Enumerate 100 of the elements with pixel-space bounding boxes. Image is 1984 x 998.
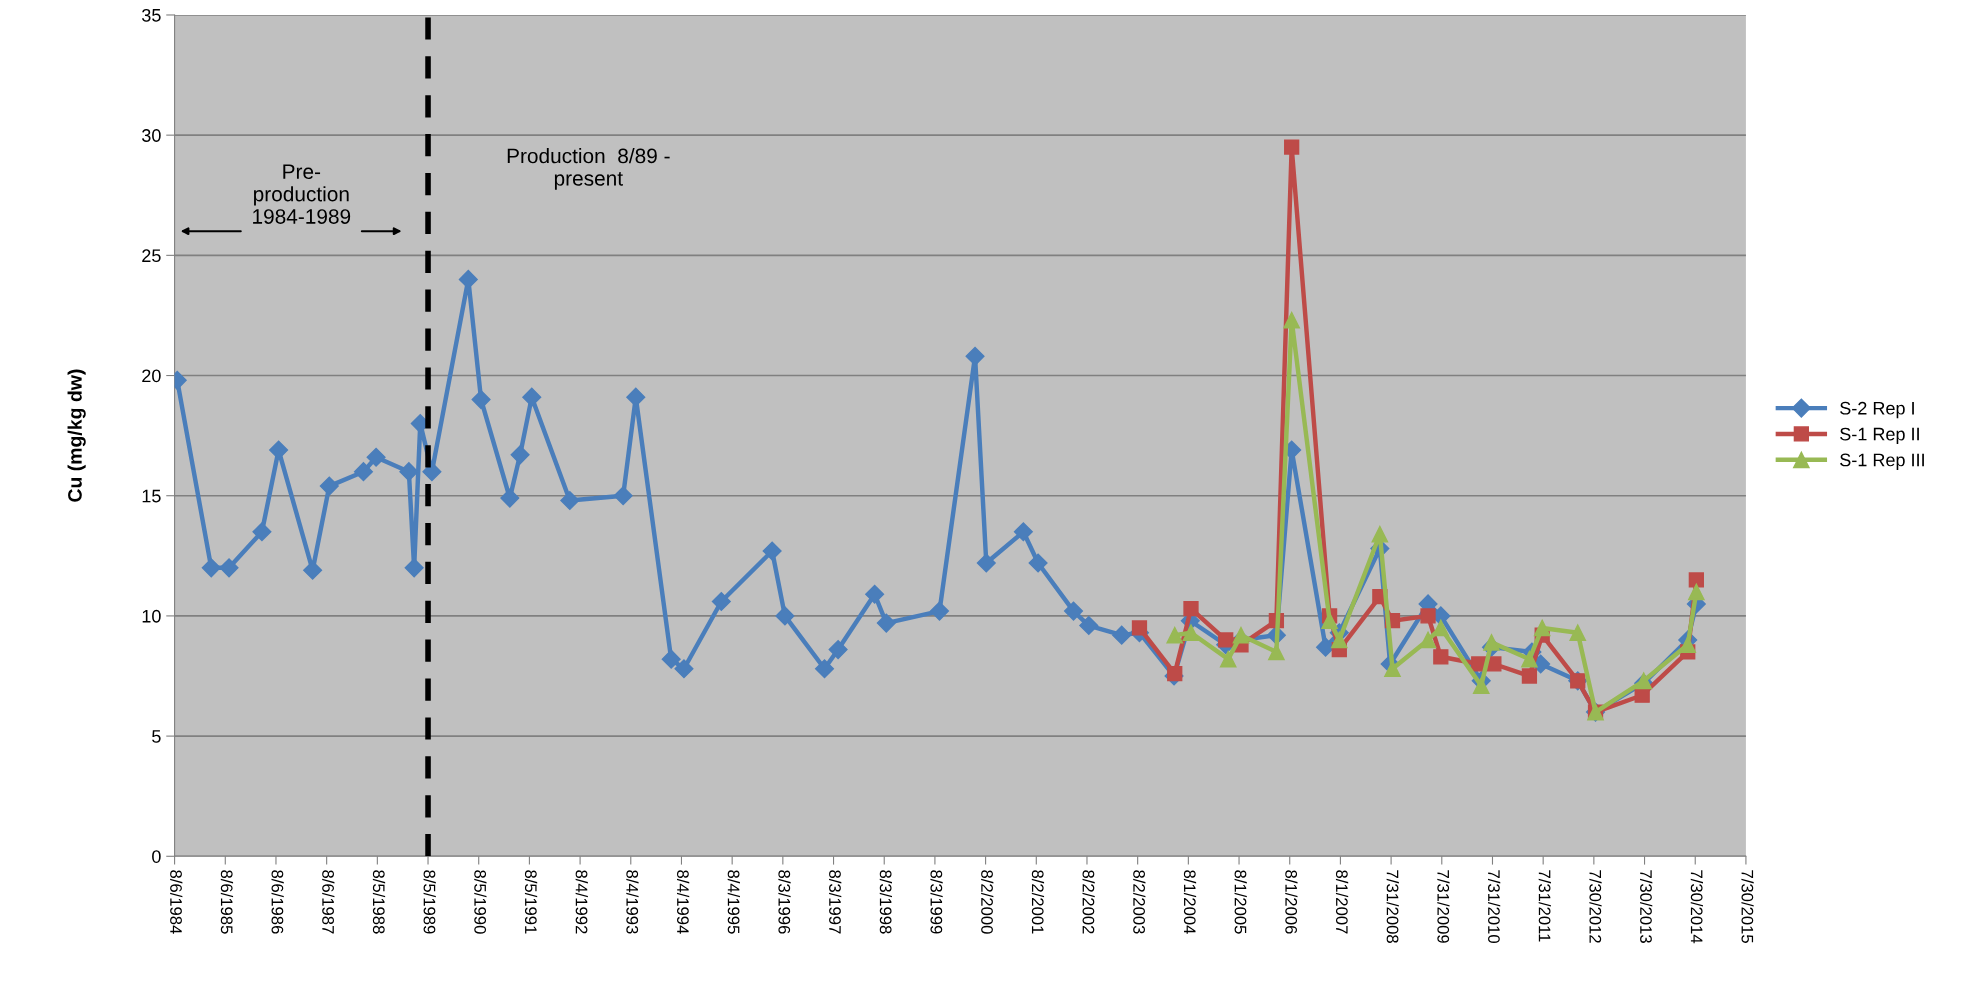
y-axis-title: Cu (mg/kg dw) (67, 369, 86, 502)
legend-label: S-1 Rep II (1840, 427, 1919, 445)
x-tick-label: 8/2/2003 (1133, 870, 1146, 934)
point (876, 613, 896, 633)
point (1112, 625, 1132, 645)
x-tick-label: 8/5/1988 (372, 870, 386, 934)
point (1013, 522, 1033, 542)
annotation: Pre- production 1984-1989 (253, 164, 351, 224)
point (252, 522, 272, 542)
point (1533, 619, 1551, 637)
point (399, 462, 419, 482)
x-tick-label: 8/2/2002 (1082, 870, 1095, 934)
y-tick-label: 10 (142, 609, 161, 623)
point (219, 558, 239, 578)
point (1166, 626, 1184, 644)
x-tick-label: 7/31/2010 (1488, 870, 1501, 943)
point (366, 447, 386, 467)
x-tick-label: 7/30/2012 (1589, 870, 1602, 943)
x-tick-label: 8/5/1989 (423, 870, 436, 934)
point (626, 387, 646, 407)
x-tick-label: 7/30/2013 (1640, 870, 1653, 943)
point (1219, 650, 1237, 668)
point (1321, 612, 1338, 630)
point (1420, 608, 1436, 624)
point (965, 346, 985, 366)
point (1688, 572, 1704, 588)
point (1569, 624, 1587, 642)
point (828, 640, 848, 660)
y-tick-label: 15 (142, 489, 161, 503)
x-tick-label: 8/6/1987 (322, 870, 335, 934)
point (1028, 553, 1048, 573)
y-tick-label: 20 (142, 369, 161, 383)
x-tick-label: 8/1/2006 (1285, 870, 1298, 934)
x-tick-label: 8/1/2005 (1234, 870, 1247, 934)
point (1433, 649, 1449, 665)
point (1419, 631, 1437, 649)
point (1432, 619, 1450, 637)
point (1688, 583, 1705, 601)
point (422, 462, 442, 482)
x-tick-label: 8/2/2001 (1031, 870, 1045, 934)
x-tick-label: 7/31/2009 (1437, 870, 1450, 943)
point (865, 584, 885, 604)
point (1521, 668, 1538, 684)
x-tick-label: 8/6/1985 (220, 870, 234, 934)
y-tick-label: 35 (142, 8, 161, 22)
x-tick-label: 7/31/2008 (1386, 870, 1399, 943)
point (775, 606, 795, 626)
legend-label: S-2 Rep I (1840, 401, 1914, 419)
y-tick-label: 0 (152, 850, 161, 863)
point (510, 445, 530, 465)
point (560, 490, 580, 511)
x-tick-label: 8/2/2000 (981, 870, 994, 934)
point (1521, 650, 1538, 668)
point (814, 659, 835, 679)
point (522, 387, 542, 407)
x-tick-label: 8/5/1990 (474, 870, 487, 934)
x-tick-label: 8/4/1994 (677, 870, 690, 934)
x-tick-label: 8/4/1992 (575, 870, 588, 934)
point (613, 486, 633, 506)
point (1371, 525, 1389, 543)
x-tick-label: 7/31/2011 (1538, 870, 1551, 942)
point (762, 541, 782, 561)
point (353, 462, 373, 482)
y-tick-label: 30 (142, 129, 161, 142)
point (471, 390, 491, 410)
point (1284, 139, 1300, 155)
point (674, 659, 694, 679)
point (500, 488, 520, 508)
point (201, 558, 221, 578)
point (404, 558, 424, 578)
point (1218, 632, 1234, 648)
y-tick-label: 5 (152, 730, 161, 743)
x-tick-label: 8/3/1999 (930, 870, 943, 934)
point (1131, 620, 1148, 636)
point (1679, 636, 1697, 654)
x-tick-label: 8/3/1996 (778, 870, 791, 934)
x-tick-label: 7/30/2015 (1741, 870, 1754, 943)
x-tick-label: 7/30/2014 (1690, 870, 1703, 944)
point (1483, 634, 1500, 651)
x-tick-label: 8/3/1998 (879, 870, 892, 934)
point (1283, 311, 1301, 329)
point (1330, 631, 1348, 649)
point (1063, 601, 1084, 621)
x-tick-label: 8/3/1997 (829, 870, 842, 934)
point (1182, 624, 1200, 642)
point (1472, 677, 1490, 694)
x-tick-label: 8/1/2004 (1183, 870, 1197, 934)
point (976, 553, 996, 573)
point (458, 269, 478, 289)
x-tick-label: 8/1/2007 (1335, 870, 1349, 934)
y-tick-label: 25 (142, 249, 161, 263)
x-tick-label: 8/4/1995 (727, 870, 740, 934)
point (711, 591, 731, 612)
point (929, 601, 950, 621)
x-tick-label: 8/6/1984 (170, 870, 183, 934)
point (661, 649, 681, 669)
point (1634, 687, 1650, 703)
point (1079, 615, 1099, 636)
annotation: Production 8/89 - present (507, 148, 670, 190)
point (1183, 601, 1199, 617)
